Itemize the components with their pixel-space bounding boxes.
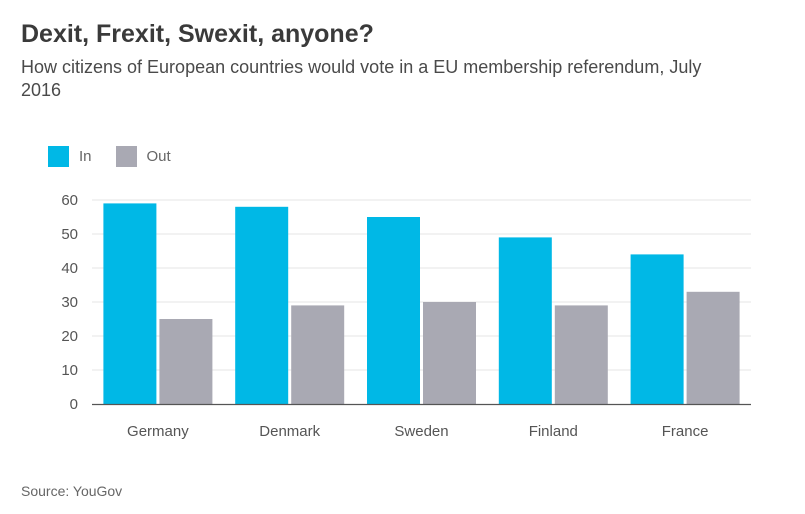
- y-tick-label: 60: [61, 192, 78, 209]
- x-tick-label-sweden: Sweden: [394, 423, 448, 440]
- legend-swatch-in: [48, 146, 69, 167]
- x-tick-label-germany: Germany: [127, 423, 189, 440]
- bar-in-denmark: [235, 206, 289, 404]
- bar-out-france: [686, 291, 740, 404]
- x-tick-label-france: France: [662, 423, 709, 440]
- bar-out-sweden: [423, 302, 476, 404]
- x-tick-label-denmark: Denmark: [259, 423, 320, 440]
- bar-out-finland: [554, 305, 608, 404]
- source-note: Source: YouGov: [21, 483, 123, 499]
- legend-item-in: In: [48, 146, 92, 167]
- legend-item-out: Out: [115, 146, 171, 167]
- chart-subtitle: How citizens of European countries would…: [21, 57, 702, 100]
- legend-swatch-out: [115, 146, 137, 167]
- bar-in-finland: [498, 237, 552, 404]
- y-tick-label: 20: [61, 328, 78, 345]
- y-tick-label: 0: [70, 396, 78, 413]
- bar-in-germany: [103, 203, 157, 404]
- bar-out-denmark: [291, 305, 345, 404]
- bar-in-france: [630, 254, 684, 404]
- y-tick-label: 10: [61, 362, 78, 379]
- y-tick-label: 40: [61, 260, 78, 277]
- chart-title: Dexit, Frexit, Swexit, anyone?: [21, 20, 374, 48]
- bar-in-sweden: [367, 217, 420, 404]
- x-tick-label-finland: Finland: [529, 423, 578, 440]
- y-tick-label: 30: [61, 294, 78, 311]
- legend: In Out: [48, 146, 195, 167]
- y-tick-label: 50: [61, 226, 78, 243]
- bar-out-germany: [159, 319, 213, 404]
- legend-label-out: Out: [146, 148, 171, 165]
- legend-label-in: In: [79, 148, 92, 165]
